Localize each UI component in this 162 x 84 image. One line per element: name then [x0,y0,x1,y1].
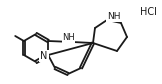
Text: NH: NH [62,34,75,43]
Text: N: N [40,51,48,61]
Text: NH: NH [107,12,121,21]
Text: HCl: HCl [139,7,156,17]
